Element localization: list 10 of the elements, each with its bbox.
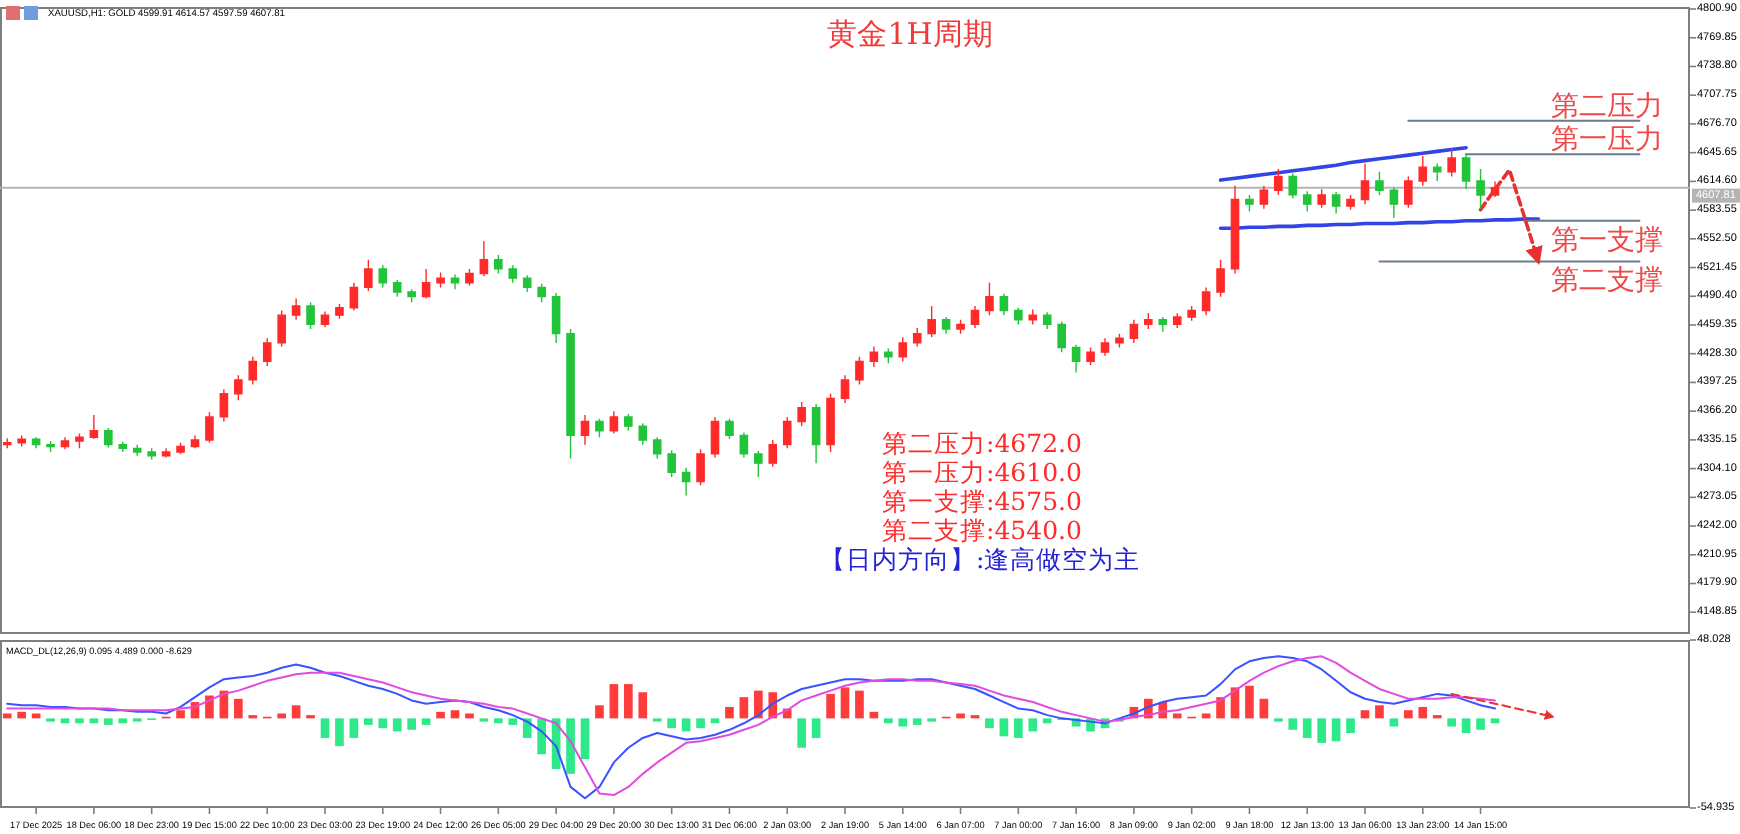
annotation: 第二支撑:4540.0 — [882, 515, 1082, 545]
series-label: 第一支撑 — [1551, 224, 1664, 257]
series-label: 第一压力 — [1551, 124, 1664, 157]
annotation: 第一支撑:4575.0 — [882, 486, 1082, 516]
chart-title: 黄金1H周期 — [827, 16, 993, 52]
series-label: 第二压力 — [1551, 90, 1664, 123]
annotation: 第二压力:4672.0 — [882, 428, 1082, 458]
series-label: 第二支撑 — [1551, 265, 1664, 298]
annotation: 【日内方向】:逢高做空为主 — [820, 544, 1141, 574]
annotation: 第一压力:4610.0 — [882, 457, 1082, 487]
